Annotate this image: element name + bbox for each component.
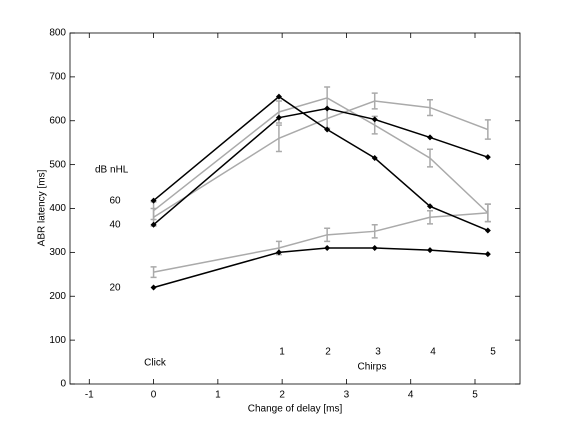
x-tick-label: 2 [279,390,285,401]
marker [275,93,282,100]
error-bar [427,209,433,225]
y-tick-label: 700 [49,72,66,83]
x-tick-label: 5 [472,390,478,401]
y-tick-label: 100 [49,335,66,346]
annotation: 40 [109,220,121,231]
series-line [153,97,489,214]
marker [484,251,491,258]
annotation: 4 [430,347,436,358]
annotation: 2 [325,347,331,358]
marker [150,284,157,291]
marker [275,249,282,256]
marker [275,114,282,121]
error-bar [484,119,491,140]
x-tick-label: 3 [344,390,350,401]
error-bar [371,92,378,110]
annotation: dB nHL [95,165,129,176]
marker [484,227,491,234]
series-line [153,107,489,226]
annotation: 1 [279,347,285,358]
marker [324,244,331,251]
series-line [153,212,488,273]
x-tick-label: 1 [215,390,221,401]
series-line [153,95,489,232]
x-axis-label: Change of delay [ms] [248,404,343,415]
error-bar [275,124,282,153]
x-tick-label: -1 [85,390,94,401]
x-tick-label: 4 [408,390,414,401]
marker [427,134,433,141]
y-tick-label: 600 [49,115,66,126]
error-bar [427,98,433,117]
y-tick-label: 800 [49,28,66,39]
annotation: Chirps [358,362,387,373]
error-bar [150,266,157,279]
marker [484,154,491,161]
marker [371,244,378,251]
y-tick-label: 0 [60,379,66,390]
marker [150,197,157,204]
y-tick-label: 500 [49,159,66,170]
error-bar [427,148,433,168]
marker [427,203,433,210]
error-bar [324,227,331,243]
y-tick-label: 200 [49,291,66,302]
y-tick-label: 300 [49,247,66,258]
y-tick-label: 400 [49,203,66,214]
annotation: 20 [109,283,121,294]
marker [371,155,378,162]
annotation: 3 [375,347,381,358]
annotation: 5 [490,347,496,358]
marker [371,116,378,123]
error-bar [484,203,491,223]
marker [324,105,331,112]
annotation: Click [144,358,167,369]
series-line [153,247,488,289]
marker [150,221,157,228]
y-axis-label: ABR latency [ms] [37,169,48,246]
x-tick-label: 0 [151,390,157,401]
marker [324,126,331,133]
marker [427,247,433,254]
annotation: 60 [109,196,121,207]
series-line [153,100,489,218]
error-bar [371,223,378,239]
